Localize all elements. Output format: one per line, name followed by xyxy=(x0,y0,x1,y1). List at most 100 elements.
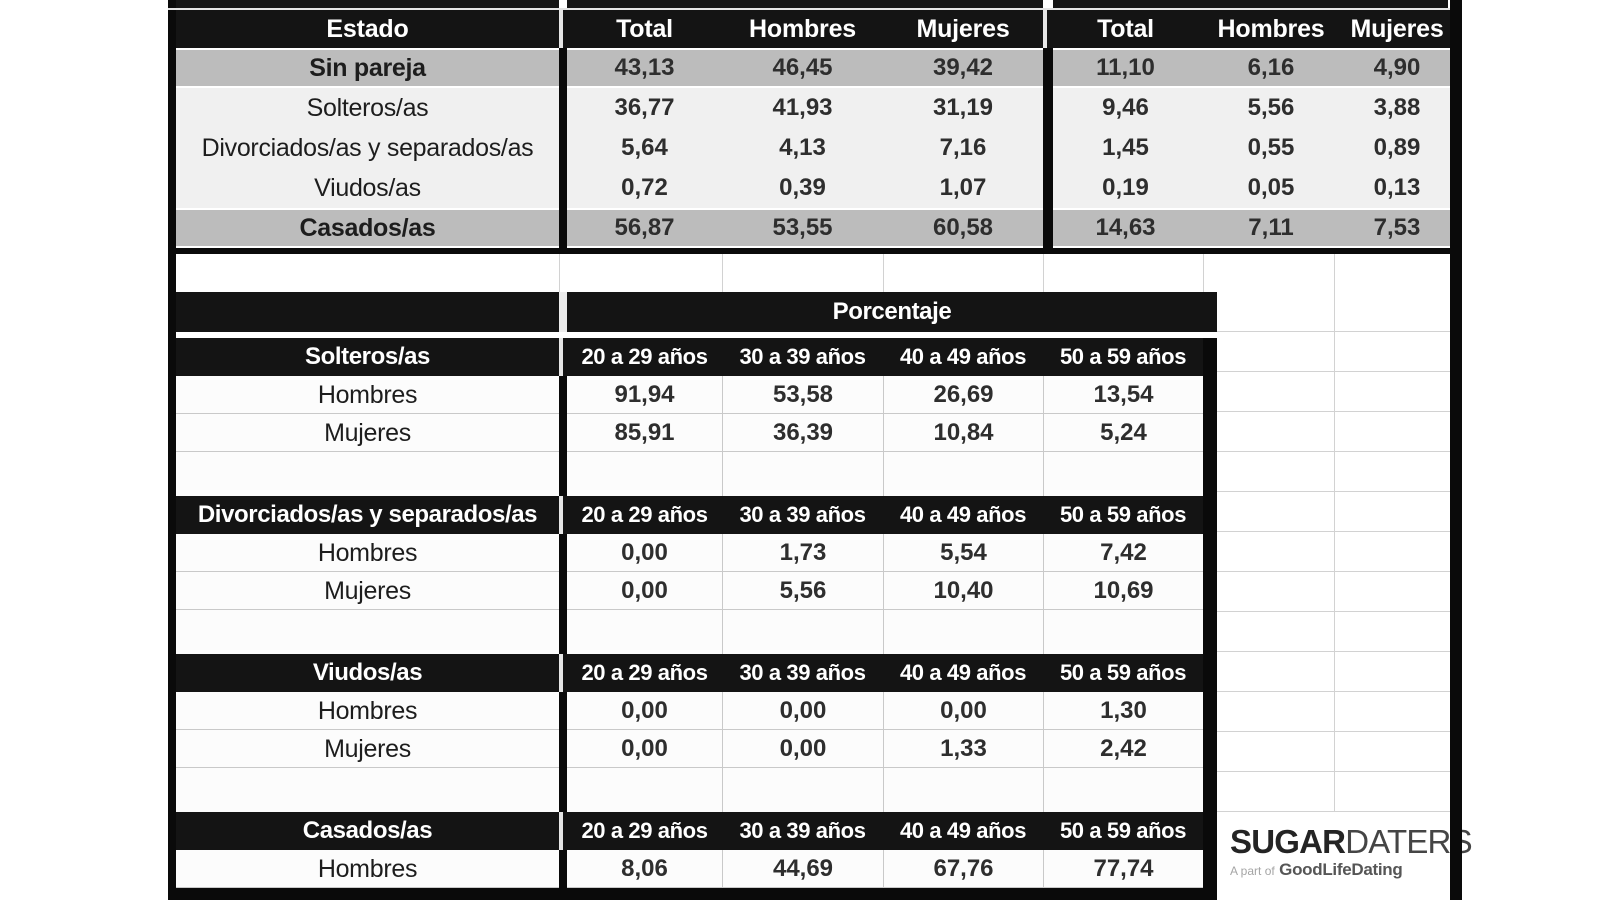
column-header-total-2: Total xyxy=(1053,10,1198,48)
column-group-separator xyxy=(559,128,567,168)
left-border xyxy=(168,292,176,332)
value-cell: 2,42 xyxy=(1043,730,1203,768)
empty-cell xyxy=(176,768,559,812)
left-border xyxy=(168,654,176,692)
separator xyxy=(559,414,567,452)
cut-strip-gap xyxy=(1043,0,1053,8)
value-cell: 0,89 xyxy=(1344,128,1450,168)
left-border xyxy=(168,0,176,8)
top-table-bottom-border xyxy=(168,248,1450,254)
column-group-separator xyxy=(559,48,567,88)
value-cell: 0,00 xyxy=(883,692,1043,730)
section-header-divorciados: Divorciados/as y separados/as 20 a 29 añ… xyxy=(168,496,1217,534)
row-label: Divorciados/as y separados/as xyxy=(176,128,559,168)
value-cell: 39,42 xyxy=(883,48,1043,88)
separator xyxy=(559,692,567,730)
lower-table-title-row: Porcentaje xyxy=(168,292,1217,332)
column-group-separator xyxy=(559,168,567,208)
left-border xyxy=(168,254,176,292)
value-cell: 5,56 xyxy=(1198,88,1344,128)
value-cell: 0,00 xyxy=(722,692,883,730)
value-cell: 43,13 xyxy=(567,48,722,88)
age-column-header: 20 a 29 años xyxy=(567,812,722,850)
left-border xyxy=(168,168,176,208)
age-column-header: 30 a 39 años xyxy=(722,812,883,850)
separator xyxy=(559,654,567,692)
right-table-border xyxy=(1203,610,1217,654)
cut-strip-segment xyxy=(1053,0,1448,8)
separator xyxy=(559,452,567,496)
value-cell: 0,55 xyxy=(1198,128,1344,168)
table-row-divorciados: Divorciados/as y separados/as 5,64 4,13 … xyxy=(168,128,1450,168)
row-label: Hombres xyxy=(176,376,559,414)
value-cell: 0,00 xyxy=(722,730,883,768)
empty-cell xyxy=(722,768,883,812)
column-header-estado: Estado xyxy=(176,10,559,48)
section-header-casados: Casados/as 20 a 29 años 30 a 39 años 40 … xyxy=(168,812,1217,850)
separator xyxy=(559,572,567,610)
left-border xyxy=(168,338,176,376)
empty-cell xyxy=(1203,254,1334,292)
left-border xyxy=(168,692,176,730)
cut-strip-segment xyxy=(176,0,559,8)
left-border xyxy=(168,850,176,888)
column-header-total-1: Total xyxy=(567,10,722,48)
column-header-mujeres-1: Mujeres xyxy=(883,10,1043,48)
right-table-border xyxy=(1203,376,1217,414)
right-table-border xyxy=(1203,452,1217,496)
value-cell: 7,53 xyxy=(1344,208,1450,248)
value-cell: 31,19 xyxy=(883,88,1043,128)
age-column-header: 30 a 39 años xyxy=(722,496,883,534)
left-border xyxy=(168,730,176,768)
value-cell: 77,74 xyxy=(1043,850,1203,888)
empty-cell xyxy=(722,452,883,496)
value-cell: 56,87 xyxy=(567,208,722,248)
data-row-viudos-hombres: Hombres 0,00 0,00 0,00 1,30 xyxy=(168,692,1217,730)
value-cell: 41,93 xyxy=(722,88,883,128)
empty-cell xyxy=(1043,452,1203,496)
logo-tagline: A part of GoodLifeDating xyxy=(1230,861,1444,880)
title-row-left-cell xyxy=(176,292,559,332)
left-border xyxy=(168,452,176,496)
right-table-border xyxy=(1203,768,1217,812)
right-table-border xyxy=(1203,572,1217,610)
data-row-divorciados-hombres: Hombres 0,00 1,73 5,54 7,42 xyxy=(168,534,1217,572)
left-border xyxy=(168,496,176,534)
empty-cell xyxy=(722,610,883,654)
grid-vertical-line xyxy=(1334,292,1335,812)
column-group-separator xyxy=(1043,10,1053,48)
right-table-border xyxy=(1203,496,1217,534)
row-label: Mujeres xyxy=(176,414,559,452)
value-cell: 0,39 xyxy=(722,168,883,208)
value-cell: 5,54 xyxy=(883,534,1043,572)
left-border xyxy=(168,128,176,168)
empty-grid-area xyxy=(1217,292,1450,812)
column-group-separator xyxy=(1043,208,1053,248)
row-label: Solteros/as xyxy=(176,88,559,128)
top-table-header-row: Estado Total Hombres Mujeres Total Hombr… xyxy=(168,10,1450,48)
value-cell: 0,72 xyxy=(567,168,722,208)
value-cell: 4,90 xyxy=(1344,48,1450,88)
age-column-header: 40 a 49 años xyxy=(883,654,1043,692)
value-cell: 53,55 xyxy=(722,208,883,248)
sheet-right-border xyxy=(1450,0,1462,900)
value-cell: 26,69 xyxy=(883,376,1043,414)
left-border xyxy=(168,88,176,128)
seam xyxy=(176,332,1217,338)
left-border xyxy=(168,572,176,610)
value-cell: 1,45 xyxy=(1053,128,1198,168)
age-column-header: 50 a 59 años xyxy=(1043,654,1203,692)
value-cell: 1,73 xyxy=(722,534,883,572)
row-label: Hombres xyxy=(176,534,559,572)
empty-cell xyxy=(567,610,722,654)
table-title: Porcentaje xyxy=(567,292,1217,332)
left-border xyxy=(168,48,176,88)
empty-cell xyxy=(176,452,559,496)
title-row-separator xyxy=(559,292,567,332)
row-label: Mujeres xyxy=(176,572,559,610)
value-cell: 0,13 xyxy=(1344,168,1450,208)
column-group-separator xyxy=(1043,48,1053,88)
separator xyxy=(559,812,567,850)
value-cell: 0,19 xyxy=(1053,168,1198,208)
bottom-cut-strip xyxy=(168,888,1217,900)
